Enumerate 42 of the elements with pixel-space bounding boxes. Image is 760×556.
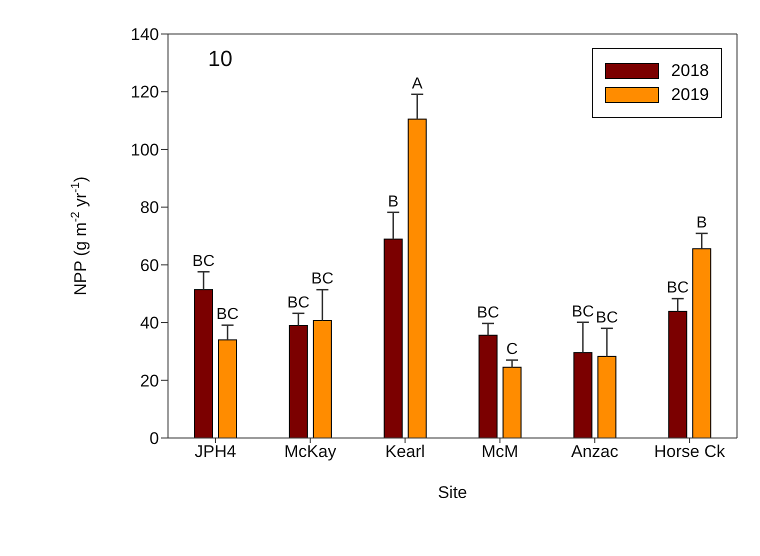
- y-tick-label: 100: [130, 140, 159, 160]
- bar: [384, 238, 403, 438]
- x-tick-label: McM: [482, 442, 518, 462]
- data-label: BC: [287, 294, 310, 312]
- bar: [478, 334, 498, 438]
- bar: [597, 356, 616, 438]
- bar: [218, 339, 238, 438]
- x-tick-label: Kearl: [385, 442, 425, 462]
- data-label: BC: [216, 306, 239, 324]
- y-tick-label: 20: [140, 371, 159, 390]
- y-tick-label: 120: [130, 82, 159, 102]
- data-label: B: [696, 214, 708, 232]
- data-label: BC: [311, 270, 334, 288]
- x-tick-label: JPH4: [194, 442, 236, 462]
- data-label: BC: [666, 280, 689, 297]
- data-label: BC: [572, 303, 594, 320]
- x-tick-label: McKay: [284, 442, 337, 462]
- data-label: B: [388, 193, 399, 210]
- bar: [692, 248, 712, 438]
- annotation: 10: [208, 46, 232, 72]
- data-label: BC: [596, 309, 618, 326]
- bar: [573, 352, 592, 438]
- y-tick-label: 140: [130, 25, 159, 44]
- legend-label: 2018: [671, 61, 709, 81]
- data-label: BC: [476, 304, 500, 322]
- y-tick-label: 80: [140, 198, 159, 218]
- data-label: C: [506, 341, 518, 358]
- y-tick-label: 40: [140, 314, 159, 333]
- bar: [288, 324, 308, 438]
- x-tick-label: Anzac: [571, 442, 619, 462]
- bar: [668, 310, 688, 438]
- legend-label: 2019: [671, 85, 709, 105]
- bar: [194, 289, 214, 438]
- x-axis-title: Site: [438, 483, 468, 502]
- data-label: BC: [192, 252, 215, 270]
- y-tick-label: 60: [140, 256, 159, 275]
- data-label: A: [412, 75, 423, 92]
- y-tick-label: 0: [150, 429, 159, 448]
- bar: [312, 320, 332, 438]
- bar: [408, 118, 427, 438]
- bar: [502, 366, 522, 438]
- x-tick-label: Horse Ck: [654, 442, 726, 462]
